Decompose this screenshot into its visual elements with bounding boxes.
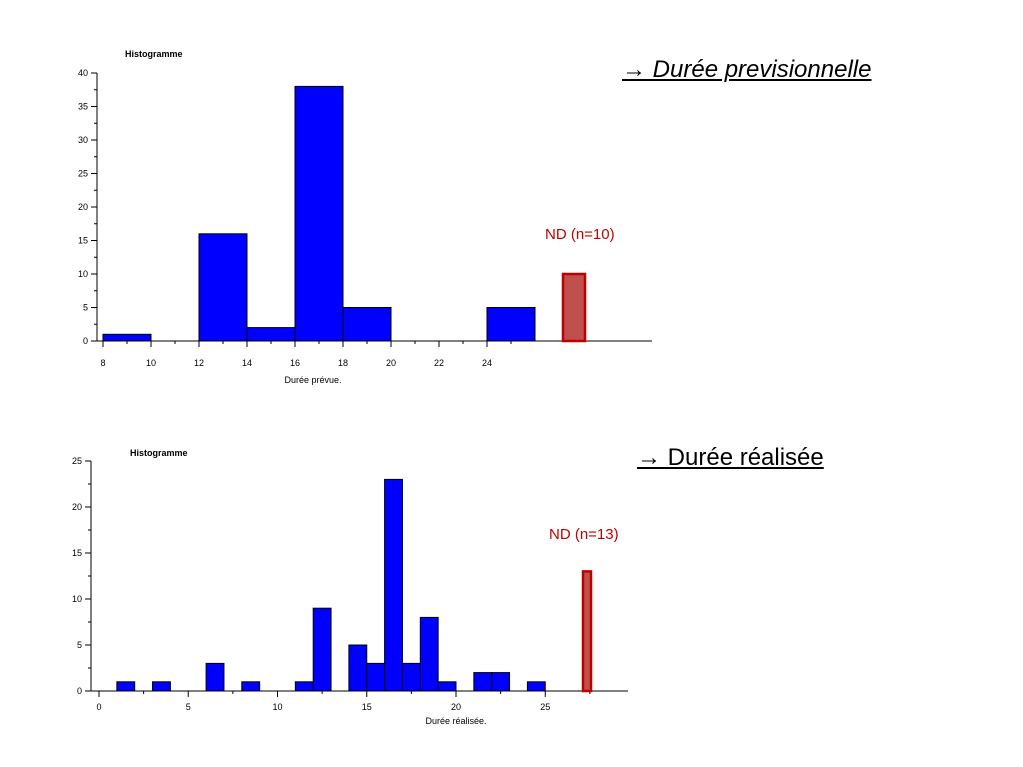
chart2-bar (419, 616, 439, 692)
chart2-x-tick-label: 5 (186, 702, 191, 712)
chart1-nd-bar (561, 272, 587, 343)
chart2-bar (437, 681, 457, 692)
chart2-bar (312, 607, 332, 692)
chart1-bar (246, 327, 296, 342)
chart2-bar (526, 681, 546, 692)
chart1-y-tick-label: 20 (78, 202, 88, 212)
chart1-x-tick-label: 18 (338, 358, 348, 368)
chart2-bar (116, 681, 136, 692)
chart1-nd-label: ND (n=10) (545, 226, 615, 243)
chart2-y-tick-label: 5 (77, 640, 82, 650)
chart2-bar (401, 662, 421, 692)
chart1-y-tick-label: 15 (78, 236, 88, 246)
chart2-x-tick-label: 15 (362, 702, 372, 712)
chart1-x-tick-label: 22 (434, 358, 444, 368)
chart2-bar (152, 681, 171, 692)
chart2-y-tick-label: 20 (72, 502, 82, 512)
chart2-y-tick-label: 15 (72, 548, 82, 558)
chart2-x-axis-label: Durée réalisée. (425, 716, 486, 726)
chart2-bar (294, 681, 314, 692)
chart1-bar (486, 307, 536, 342)
chart2-bar (348, 644, 368, 692)
chart2-y-tick-label: 0 (77, 686, 82, 696)
chart2-y-tick-label: 25 (72, 456, 82, 466)
chart1-x-tick-label: 10 (146, 358, 156, 368)
chart2-x-tick-label: 10 (272, 702, 282, 712)
chart1-bar (294, 85, 344, 342)
chart1-x-tick-label: 8 (100, 358, 105, 368)
chart2-bar (241, 681, 261, 692)
chart1-y-tick-label: 35 (78, 102, 88, 112)
chart1-x-tick-label: 12 (194, 358, 204, 368)
chart2-nd-label: ND (n=13) (549, 526, 619, 543)
chart1-y-tick-label: 10 (78, 269, 88, 279)
chart1-x-tick-label: 14 (242, 358, 252, 368)
chart1-y-tick-label: 30 (78, 135, 88, 145)
chart1-bar (342, 307, 392, 342)
chart2-bar (366, 662, 386, 692)
chart1-x-axis-label: Durée prévue. (284, 375, 341, 385)
chart1-x-tick-label: 16 (290, 358, 300, 368)
heading-duree-realisee: → Durée réalisée (637, 444, 824, 471)
chart1-bar (198, 233, 248, 342)
chart2-nd-bar (581, 570, 593, 693)
chart1-y-tick-label: 25 (78, 169, 88, 179)
chart2-bar (205, 662, 225, 692)
chart2-title: Histogramme (130, 448, 188, 458)
chart1-y-tick-label: 5 (83, 303, 88, 313)
chart1-x-tick-label: 20 (386, 358, 396, 368)
chart1-title: Histogramme (125, 49, 183, 59)
chart2-bar (491, 672, 511, 692)
chart2-x-tick-label: 20 (451, 702, 461, 712)
chart1-y-tick-label: 0 (83, 336, 88, 346)
chart2-y-tick-label: 10 (72, 594, 82, 604)
chart1-x-tick-label: 24 (482, 358, 492, 368)
chart2-x-tick-label: 25 (540, 702, 550, 712)
chart1-bar (102, 333, 152, 342)
heading-duree-previsionnelle: → Durée previsionnelle (622, 56, 872, 83)
chart2-bar (473, 672, 493, 692)
chart2-x-tick-label: 0 (96, 702, 101, 712)
chart1-y-tick-label: 40 (78, 68, 88, 78)
chart2-bar (384, 478, 403, 692)
